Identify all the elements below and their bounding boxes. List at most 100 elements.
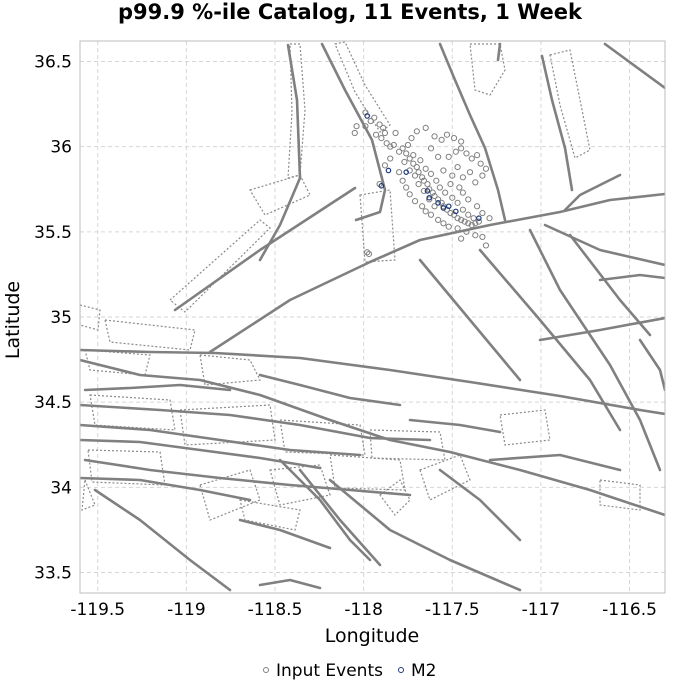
fault-trace [543, 223, 665, 267]
input-event-point [411, 198, 419, 205]
legend: Input Events M2 [263, 661, 436, 681]
y-axis-label: Latitude [2, 281, 24, 359]
fault-trace [173, 186, 357, 312]
fault-trace [80, 348, 665, 416]
fault-map-layer [80, 41, 665, 592]
input-event-point [399, 177, 406, 184]
input-event-point [482, 242, 490, 249]
m2-event-point [426, 194, 433, 201]
input-event-point [459, 206, 467, 213]
input-event-point [465, 196, 472, 203]
fault-outline [549, 49, 591, 159]
fault-outline [89, 394, 176, 431]
fault-outline [599, 479, 641, 511]
fault-outline [179, 404, 276, 446]
fault-trace [298, 468, 382, 567]
input-event-point [410, 160, 417, 167]
input-event-point [390, 141, 397, 149]
input-event-point [351, 129, 358, 137]
input-event-point [486, 215, 493, 222]
input-event-point [408, 135, 415, 142]
fault-trace [540, 54, 574, 192]
m2-event-point [440, 205, 447, 211]
y-tick-label: 34 [50, 478, 72, 498]
input-event-point [376, 121, 383, 128]
fault-trace [80, 423, 362, 457]
fault-trace [478, 248, 622, 432]
y-axis-ticks: 33.5 34 34.5 35 35.5 36 36.5 [34, 52, 72, 583]
input-event-point [433, 177, 440, 184]
fault-outline [80, 304, 101, 331]
input-event-point [381, 162, 389, 169]
fault-traces [80, 42, 665, 592]
input-event-point [415, 181, 422, 188]
input-event-point [447, 209, 454, 217]
input-event-point [456, 184, 463, 191]
input-event-point [434, 196, 442, 203]
m2-event-point [364, 113, 370, 119]
input-event-point [431, 192, 438, 200]
x-tick-label: -117 [522, 600, 561, 620]
input-event-point [419, 203, 426, 210]
input-event-point [427, 145, 435, 152]
m2-event-point [385, 167, 392, 174]
fault-trace [418, 258, 522, 382]
input-event-point [449, 172, 456, 179]
x-tick-label: -117.5 [425, 600, 480, 620]
input-event-point [413, 128, 420, 135]
fault-outline [249, 174, 311, 216]
input-event-point [364, 249, 371, 256]
input-event-point [427, 170, 435, 177]
fault-outline [419, 454, 471, 501]
fault-trace [528, 228, 662, 472]
m2-event-point [403, 169, 409, 175]
input-event-point [365, 250, 373, 258]
y-tick-label: 35.5 [34, 223, 72, 243]
input-event-point [443, 131, 451, 138]
input-event-point [440, 220, 447, 227]
input-event-point [454, 199, 461, 206]
input-event-point [472, 232, 479, 239]
y-tick-label: 36.5 [34, 52, 72, 72]
fault-outline [469, 43, 506, 96]
input-event-point [395, 148, 403, 155]
plot-frame [79, 40, 666, 594]
input-event-point [427, 211, 435, 218]
input-event-point [465, 211, 472, 218]
input-event-point [477, 160, 484, 167]
input-event-point [392, 129, 399, 137]
input-event-point [468, 155, 475, 162]
fault-trace [538, 316, 665, 342]
input-event-point [410, 152, 417, 159]
y-tick-label: 34.5 [34, 393, 72, 413]
y-tick-label: 36 [50, 138, 72, 158]
legend-marker-m2 [398, 667, 404, 673]
chart-title: p99.9 %-ile Catalog, 11 Events, 1 Week [118, 0, 583, 24]
input-event-point [411, 172, 419, 179]
event-markers [351, 109, 493, 258]
input-event-point [429, 189, 436, 196]
input-event-point [466, 169, 474, 176]
input-event-point [475, 218, 482, 225]
fault-outline [199, 469, 261, 521]
fault-trace [258, 373, 402, 407]
input-event-point [472, 179, 479, 186]
input-event-point [362, 123, 369, 130]
input-event-point [438, 199, 445, 206]
fault-trace [638, 338, 665, 392]
fault-trace [320, 42, 387, 222]
fault-outline [369, 429, 446, 461]
input-event-point [422, 208, 429, 215]
fault-outline [239, 499, 301, 531]
y-tick-label: 33.5 [34, 564, 72, 584]
fault-trace [93, 488, 232, 592]
input-event-point [404, 141, 412, 149]
input-event-point [468, 221, 475, 229]
legend-label-input-events: Input Events [276, 661, 383, 681]
x-axis-ticks: -119.5 -119 -118.5 -118 -117.5 -117 -116.5 [70, 600, 657, 620]
input-event-point [452, 148, 459, 155]
m2-event-point [445, 203, 452, 210]
input-event-point [436, 184, 443, 191]
fault-outline [359, 189, 396, 263]
